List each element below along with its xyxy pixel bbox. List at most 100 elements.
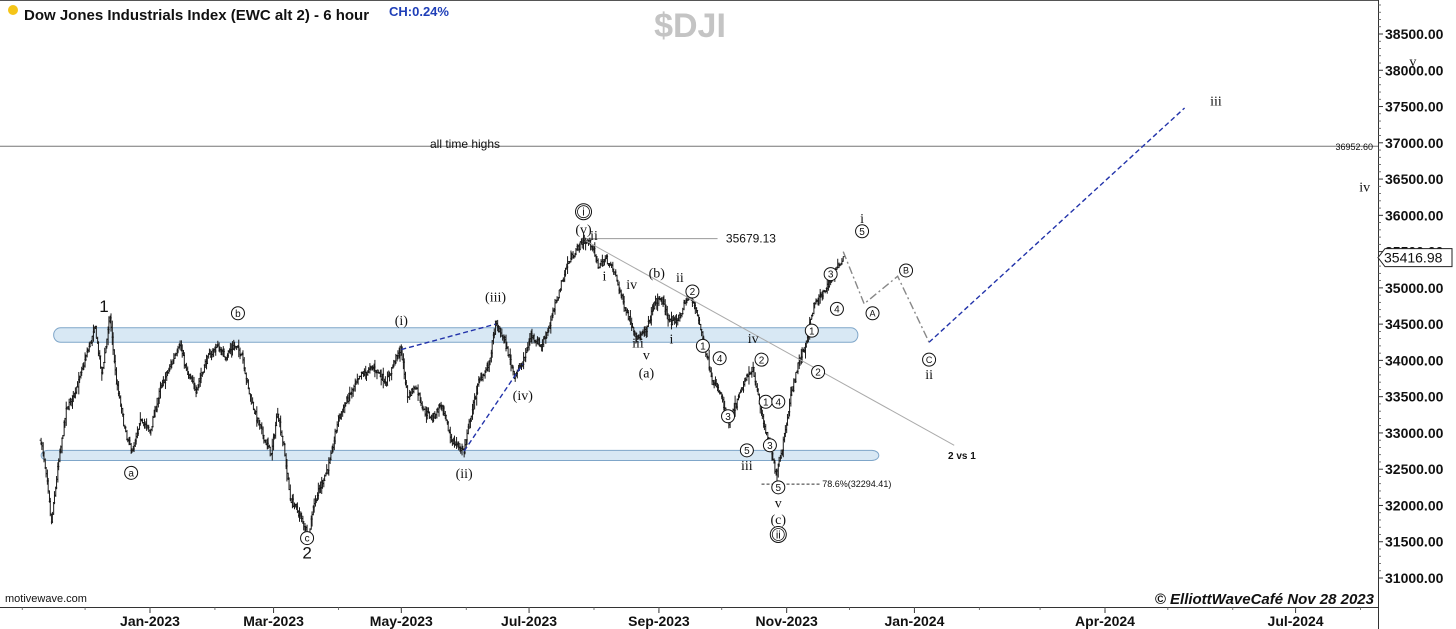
annotation-2-vs-1: 2 vs 1 (948, 451, 976, 462)
wave-label: iii (632, 336, 644, 351)
wave-label: A (870, 308, 876, 318)
wave-label: i (603, 270, 607, 285)
y-tick-label: 31000.00 (1385, 570, 1444, 586)
fib-786-label: 78.6%(32294.41) (822, 479, 891, 489)
wave-label-circled: 5 (739, 443, 754, 458)
wave-label: i (670, 333, 674, 348)
chart-title: Dow Jones Industrials Index (EWC alt 2) … (24, 7, 369, 24)
wave-label: ii (590, 229, 598, 244)
y-tick-label: 34500.00 (1385, 316, 1444, 332)
annotation-all-time-highs: all time highs (430, 137, 500, 151)
ath-level-label: 36952.60 (1335, 142, 1373, 152)
wave-label: 3 (767, 441, 773, 452)
wave-label-circled: A (865, 306, 880, 321)
wave-label-circled: ii (769, 525, 787, 543)
wave-label: 4 (776, 397, 782, 408)
x-tick-label: Sep-2023 (628, 613, 690, 629)
wave-label: 3 (828, 270, 834, 281)
wave-label-circled: 3 (823, 267, 838, 282)
wave-label: 5 (859, 227, 865, 238)
last-price-marker: 35416.98 (1377, 248, 1453, 268)
wave-label: (ii) (456, 467, 473, 482)
wave-label: 2 (759, 355, 765, 366)
y-tick-label: 36000.00 (1385, 207, 1444, 223)
wave-label: 1 (763, 397, 769, 408)
y-tick-label: 38500.00 (1385, 26, 1444, 42)
y-tick-label: 35000.00 (1385, 280, 1444, 296)
ticker-watermark: $DJI (654, 7, 726, 45)
wave-label: (iv) (513, 389, 534, 404)
wave-label: 4 (834, 305, 840, 316)
wave-label-circled: 4 (771, 394, 786, 409)
wave-label: 2 (302, 544, 311, 563)
wave-label: 3 (725, 412, 731, 423)
wave-label: (b) (649, 267, 666, 282)
wave-label-circled: 4 (829, 301, 844, 316)
wave-label: i (860, 212, 864, 227)
wave-label: iv (748, 332, 759, 347)
last-price-label: 35416.98 (1384, 250, 1443, 266)
y-tick-label: 31500.00 (1385, 534, 1444, 550)
wave-label: iii (1210, 95, 1222, 110)
wave-label: (v) (575, 223, 592, 238)
wave-label-circled: b (230, 306, 245, 321)
wave-label-circled: 2 (685, 284, 700, 299)
wave-label: (iii) (485, 291, 506, 306)
change-readout: CH:0.24% (389, 4, 449, 19)
wave-label: v (775, 497, 782, 512)
wave-label-circled: 4 (712, 351, 727, 366)
wave-label: (i) (395, 314, 409, 329)
wave-label-circled: 2 (811, 365, 826, 380)
wave-label: c (305, 534, 310, 545)
y-tick-label: 32500.00 (1385, 461, 1444, 477)
x-tick-label: May-2023 (370, 613, 433, 629)
wave-label: 1 (809, 326, 815, 337)
status-dot (8, 5, 18, 15)
y-tick-label: 37500.00 (1385, 99, 1444, 115)
wave-label-circled: 1 (758, 394, 773, 409)
wave-label: (c) (771, 513, 787, 528)
x-tick-label: Mar-2023 (243, 613, 304, 629)
x-tick-label: Jan-2024 (884, 613, 944, 629)
wave-label: 5 (776, 483, 782, 494)
wave-label: 2 (815, 368, 821, 379)
wave-label-circled: 5 (771, 480, 786, 495)
wave-label: 5 (744, 446, 750, 457)
wave-label-circled: i (575, 203, 593, 221)
wave-label: i (582, 207, 584, 219)
wave-line (401, 323, 496, 351)
wave-label-circled: a (124, 465, 139, 480)
wave-label: 4 (717, 354, 723, 365)
motivewave-watermark: motivewave.com (5, 593, 87, 605)
y-tick-label: 32000.00 (1385, 497, 1444, 513)
wave-label: (a) (639, 367, 655, 382)
wave-label-circled: B (899, 263, 914, 278)
x-tick-label: Apr-2024 (1075, 613, 1135, 629)
y-tick-label: 33000.00 (1385, 425, 1444, 441)
wave-label: iii (741, 459, 753, 474)
wave-label: iv (626, 278, 637, 293)
y-tick-label: 38000.00 (1385, 62, 1444, 78)
wave-label: v (1409, 55, 1416, 70)
wave-label-circled: 1 (695, 338, 710, 353)
wave-label: 1 (99, 297, 108, 316)
wave-line (842, 251, 930, 343)
x-tick-label: Jul-2023 (501, 613, 557, 629)
wave-label: a (128, 468, 134, 479)
wave-label: 2 (690, 287, 696, 298)
wave-label-circled: c (300, 531, 315, 546)
wave-line (928, 107, 1186, 343)
wave-line (463, 363, 524, 452)
credit-text: © ElliottWaveCafé Nov 28 2023 (1155, 591, 1375, 608)
wave-label-circled: 2 (754, 352, 769, 367)
wave-label: 1 (700, 341, 706, 352)
x-tick-label: Jan-2023 (120, 613, 180, 629)
y-tick-label: 34000.00 (1385, 352, 1444, 368)
wave-label: B (903, 266, 909, 276)
wave-label-circled: 1 (804, 323, 819, 338)
wave-label: ii (676, 271, 684, 286)
x-tick-label: Nov-2023 (756, 613, 818, 629)
wave-label: ii (776, 529, 781, 541)
wave-label-circled: 3 (762, 438, 777, 453)
